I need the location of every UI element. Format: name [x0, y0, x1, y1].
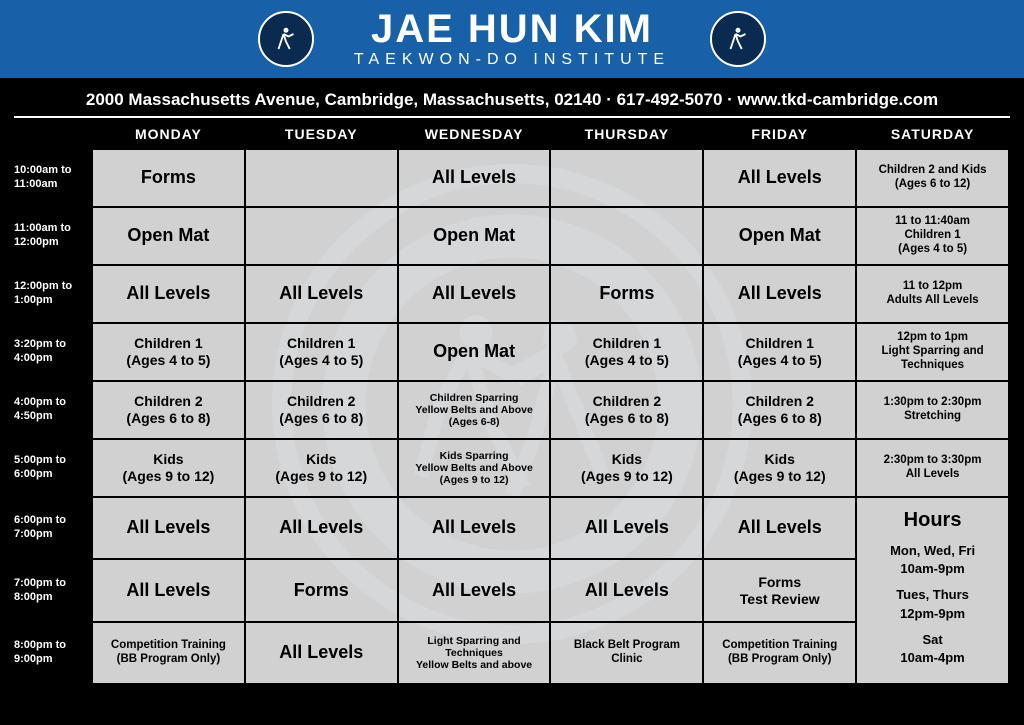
- logo-right: [710, 11, 766, 67]
- class-cell: Open Mat: [398, 323, 551, 381]
- time-slot: 10:00am to11:00am: [14, 149, 92, 207]
- class-cell: All Levels: [398, 497, 551, 559]
- day-header: SATURDAY: [856, 122, 1009, 149]
- class-cell: Competition Training(BB Program Only): [92, 622, 245, 684]
- schedule-row: 11:00am to12:00pmOpen MatOpen MatOpen Ma…: [14, 207, 1009, 265]
- class-cell: Children 2(Ages 6 to 8): [245, 381, 398, 439]
- time-slot: 7:00pm to8:00pm: [14, 559, 92, 621]
- class-cell: [550, 207, 703, 265]
- class-cell: All Levels: [245, 622, 398, 684]
- class-cell: Children 1(Ages 4 to 5): [550, 323, 703, 381]
- time-slot: 4:00pm to4:50pm: [14, 381, 92, 439]
- class-cell: Children 1(Ages 4 to 5): [92, 323, 245, 381]
- institute-name: JAE HUN KIM: [354, 9, 670, 49]
- header-row: MONDAY TUESDAY WEDNESDAY THURSDAY FRIDAY…: [14, 122, 1009, 149]
- class-cell: Open Mat: [92, 207, 245, 265]
- class-cell: Children 2(Ages 6 to 8): [703, 381, 856, 439]
- class-cell: Forms: [550, 265, 703, 323]
- schedule-container: MONDAY TUESDAY WEDNESDAY THURSDAY FRIDAY…: [14, 122, 1010, 685]
- class-cell: Light Sparring andTechniquesYellow Belts…: [398, 622, 551, 684]
- contact-info: 2000 Massachusetts Avenue, Cambridge, Ma…: [0, 80, 1024, 116]
- class-cell: Children SparringYellow Belts and Above(…: [398, 381, 551, 439]
- header-bar: JAE HUN KIM TAEKWON-DO INSTITUTE: [0, 0, 1024, 80]
- time-slot: 5:00pm to6:00pm: [14, 439, 92, 497]
- martial-arts-icon: [271, 24, 301, 54]
- class-cell: Children 2(Ages 6 to 8): [92, 381, 245, 439]
- logo-left: [258, 11, 314, 67]
- class-cell: Children 1(Ages 4 to 5): [245, 323, 398, 381]
- class-cell: All Levels: [703, 497, 856, 559]
- time-slot: 3:20pm to4:00pm: [14, 323, 92, 381]
- class-cell: All Levels: [398, 559, 551, 621]
- class-cell: All Levels: [550, 497, 703, 559]
- schedule-row: 12:00pm to1:00pmAll LevelsAll LevelsAll …: [14, 265, 1009, 323]
- schedule-table: MONDAY TUESDAY WEDNESDAY THURSDAY FRIDAY…: [14, 122, 1010, 685]
- day-header: TUESDAY: [245, 122, 398, 149]
- class-cell: 2:30pm to 3:30pmAll Levels: [856, 439, 1009, 497]
- class-cell: All Levels: [703, 265, 856, 323]
- class-cell: Children 1(Ages 4 to 5): [703, 323, 856, 381]
- class-cell: All Levels: [92, 497, 245, 559]
- time-column-header: [14, 122, 92, 149]
- class-cell: All Levels: [92, 559, 245, 621]
- day-header: THURSDAY: [550, 122, 703, 149]
- schedule-row: 6:00pm to7:00pmAll LevelsAll LevelsAll L…: [14, 497, 1009, 559]
- hours-entry: Sat10am-4pm: [861, 631, 1004, 667]
- schedule-row: 5:00pm to6:00pmKids(Ages 9 to 12)Kids(Ag…: [14, 439, 1009, 497]
- hours-entry: Tues, Thurs12pm-9pm: [861, 586, 1004, 622]
- day-header: MONDAY: [92, 122, 245, 149]
- class-cell: Black Belt ProgramClinic: [550, 622, 703, 684]
- class-cell: Kids(Ages 9 to 12): [92, 439, 245, 497]
- class-cell: 11 to 11:40amChildren 1(Ages 4 to 5): [856, 207, 1009, 265]
- class-cell: Children 2(Ages 6 to 8): [550, 381, 703, 439]
- class-cell: Kids(Ages 9 to 12): [550, 439, 703, 497]
- class-cell: [245, 149, 398, 207]
- class-cell: 11 to 12pmAdults All Levels: [856, 265, 1009, 323]
- class-cell: All Levels: [550, 559, 703, 621]
- class-cell: FormsTest Review: [703, 559, 856, 621]
- class-cell: Open Mat: [398, 207, 551, 265]
- class-cell: [550, 149, 703, 207]
- class-cell: Competition Training(BB Program Only): [703, 622, 856, 684]
- class-cell: 1:30pm to 2:30pmStretching: [856, 381, 1009, 439]
- schedule-row: 4:00pm to4:50pmChildren 2(Ages 6 to 8)Ch…: [14, 381, 1009, 439]
- class-cell: Kids SparringYellow Belts and Above(Ages…: [398, 439, 551, 497]
- class-cell: Forms: [245, 559, 398, 621]
- martial-arts-icon: [723, 24, 753, 54]
- institute-subtitle: TAEKWON-DO INSTITUTE: [354, 51, 670, 69]
- day-header: FRIDAY: [703, 122, 856, 149]
- schedule-row: 10:00am to11:00amForms All Levels All Leve…: [14, 149, 1009, 207]
- class-cell: 12pm to 1pmLight Sparring andTechniques: [856, 323, 1009, 381]
- class-cell: Children 2 and Kids(Ages 6 to 12): [856, 149, 1009, 207]
- class-cell: All Levels: [245, 497, 398, 559]
- time-slot: 8:00pm to9:00pm: [14, 622, 92, 684]
- class-cell: Kids(Ages 9 to 12): [703, 439, 856, 497]
- hours-entry: Mon, Wed, Fri10am-9pm: [861, 542, 1004, 578]
- title-block: JAE HUN KIM TAEKWON-DO INSTITUTE: [354, 9, 670, 69]
- class-cell: [245, 207, 398, 265]
- day-header: WEDNESDAY: [398, 122, 551, 149]
- hours-panel: Hours Mon, Wed, Fri10am-9pm Tues, Thurs12p…: [856, 497, 1009, 684]
- divider-line: [14, 116, 1010, 118]
- class-cell: All Levels: [245, 265, 398, 323]
- class-cell: Open Mat: [703, 207, 856, 265]
- time-slot: 6:00pm to7:00pm: [14, 497, 92, 559]
- class-cell: All Levels: [703, 149, 856, 207]
- schedule-row: 3:20pm to4:00pmChildren 1(Ages 4 to 5)Ch…: [14, 323, 1009, 381]
- class-cell: All Levels: [398, 149, 551, 207]
- time-slot: 11:00am to12:00pm: [14, 207, 92, 265]
- time-slot: 12:00pm to1:00pm: [14, 265, 92, 323]
- class-cell: All Levels: [92, 265, 245, 323]
- hours-title: Hours: [861, 506, 1004, 534]
- class-cell: Kids(Ages 9 to 12): [245, 439, 398, 497]
- class-cell: Forms: [92, 149, 245, 207]
- class-cell: All Levels: [398, 265, 551, 323]
